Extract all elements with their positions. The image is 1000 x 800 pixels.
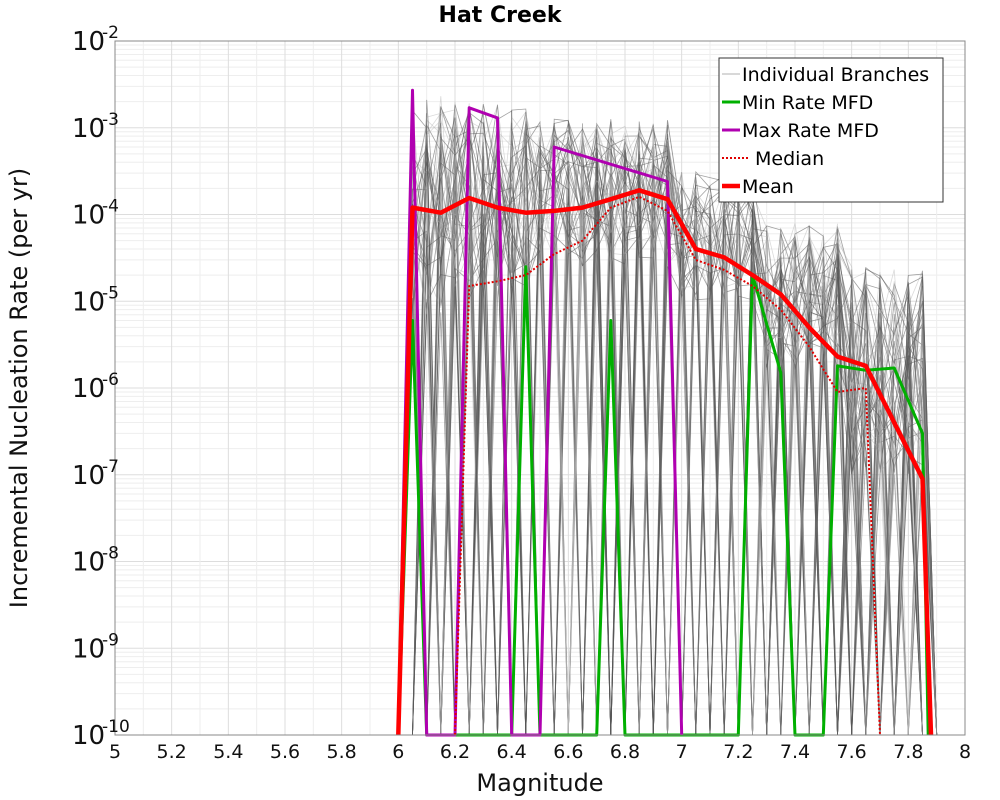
x-tick-label: 5 [109, 741, 121, 763]
legend-box [718, 57, 944, 203]
branch-line [398, 150, 938, 736]
y-tick-exponent: -8 [102, 544, 119, 564]
y-axis-label: Incremental Nucleation Rate (per yr) [5, 168, 33, 608]
x-tick-label: 6 [392, 741, 404, 763]
y-tick-exponent: -10 [102, 717, 130, 737]
x-tick-label: 6.2 [440, 741, 470, 763]
x-tick-label: 6.4 [497, 741, 527, 763]
y-tick-label: 10-7 [72, 457, 119, 491]
y-tick-exponent: -7 [102, 457, 119, 477]
legend-label: Individual Branches [742, 64, 929, 86]
legend-label: Median [755, 148, 824, 170]
legend: Individual Branches Min Rate MFD Max Rate … [718, 57, 944, 203]
x-tick-label: 7.2 [723, 741, 753, 763]
x-tick-label: 8 [959, 741, 971, 763]
branch-line [398, 139, 938, 736]
branch-line [398, 104, 937, 736]
y-tick-label: 10-3 [72, 110, 119, 144]
y-tick-label: 10-2 [72, 23, 119, 57]
y-tick-base: 10 [72, 634, 105, 664]
y-tick-base: 10 [72, 461, 105, 491]
chart-title: Hat Creek [439, 3, 563, 28]
x-tick-label: 5.6 [270, 741, 300, 763]
y-tick-base: 10 [72, 27, 105, 57]
legend-label: Min Rate MFD [742, 92, 873, 114]
y-tick-exponent: -5 [102, 283, 119, 303]
x-tick-label: 5.4 [213, 741, 243, 763]
series-line-median [454, 195, 881, 736]
x-tick-label: 6.8 [610, 741, 640, 763]
y-tick-base: 10 [72, 201, 105, 231]
branch-line [398, 136, 938, 736]
y-tick-label: 10-10 [72, 717, 130, 751]
branch-line [397, 143, 938, 736]
y-tick-label: 10-8 [72, 544, 119, 578]
x-tick-label: 5.2 [157, 741, 187, 763]
y-tick-base: 10 [72, 287, 105, 317]
plot-frame [114, 40, 966, 736]
y-tick-exponent: -4 [102, 197, 119, 217]
y-tick-label: 10-9 [72, 630, 119, 664]
y-tick-exponent: -6 [102, 370, 119, 390]
x-tick-label: 7.6 [837, 741, 867, 763]
branch-line [397, 111, 938, 736]
y-tick-base: 10 [72, 548, 105, 578]
y-tick-exponent: -9 [102, 630, 119, 650]
x-tick-label: 5.8 [327, 741, 357, 763]
x-tick-label: 6.6 [553, 741, 583, 763]
x-axis-label: Magnitude [476, 769, 603, 797]
legend-label: Max Rate MFD [742, 120, 879, 142]
y-tick-label: 10-4 [72, 197, 119, 231]
y-tick-base: 10 [72, 721, 105, 751]
x-tick-label: 7.4 [780, 741, 810, 763]
x-tick-label: 7 [676, 741, 688, 763]
y-tick-base: 10 [72, 374, 105, 404]
series-line-mean [396, 188, 934, 736]
y-tick-exponent: -2 [102, 23, 119, 43]
series-line-max-rate-mfd [396, 88, 684, 737]
y-tick-label: 10-5 [72, 283, 119, 317]
legend-label: Mean [742, 176, 794, 198]
branch-line [398, 129, 937, 736]
y-tick-exponent: -3 [102, 110, 119, 130]
y-tick-base: 10 [72, 114, 105, 144]
x-tick-labels: 5 5.2 5.4 5.6 5.8 6 6.2 6.4 6.6 6.8 7 7.2 7.4 7.6 7.8 8 [109, 741, 971, 763]
y-tick-label: 10-6 [72, 370, 119, 404]
x-tick-label: 7.8 [893, 741, 923, 763]
